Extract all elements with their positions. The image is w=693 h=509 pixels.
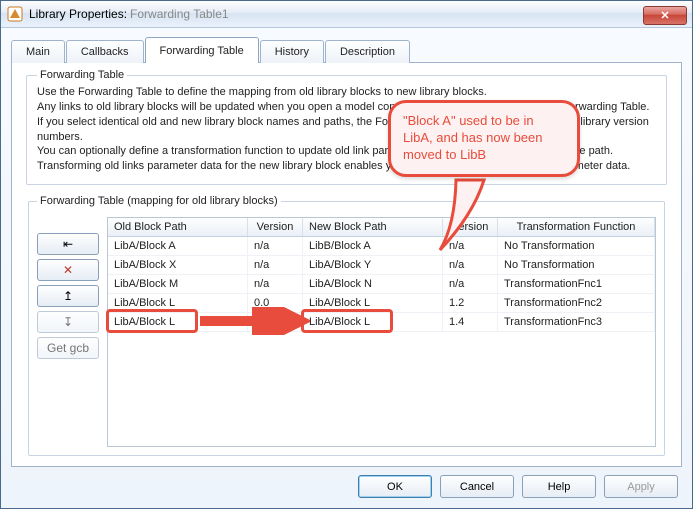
add-row-button[interactable]: ⇤ bbox=[37, 233, 99, 255]
table-cell[interactable]: No Transformation bbox=[498, 237, 655, 255]
move-up-button[interactable]: ↥ bbox=[37, 285, 99, 307]
table-cell[interactable]: n/a bbox=[248, 256, 303, 274]
table-cell[interactable]: n/a bbox=[443, 275, 498, 293]
table-cell[interactable]: LibA/Block L bbox=[303, 313, 443, 331]
table-cell[interactable]: 1.2 bbox=[248, 313, 303, 331]
dialog-window: Library Properties: Forwarding Table1 ✕ … bbox=[0, 0, 693, 509]
table-row[interactable]: LibA/Block Xn/aLibA/Block Yn/aNo Transfo… bbox=[108, 256, 655, 275]
titlebar: Library Properties: Forwarding Table1 ✕ bbox=[1, 1, 692, 28]
delete-row-button[interactable]: ✕ bbox=[37, 259, 99, 281]
table-cell[interactable]: n/a bbox=[248, 275, 303, 293]
table-cell[interactable]: LibA/Block L bbox=[303, 294, 443, 312]
add-icon: ⇤ bbox=[63, 237, 73, 251]
ok-button[interactable]: OK bbox=[358, 475, 432, 498]
forwarding-table-grid[interactable]: Old Block PathVersionNew Block PathVersi… bbox=[107, 217, 656, 447]
close-button[interactable]: ✕ bbox=[643, 6, 687, 25]
table-body: LibA/Block An/aLibB/Block An/aNo Transfo… bbox=[108, 237, 655, 446]
table-cell[interactable]: 1.2 bbox=[443, 294, 498, 312]
table-cell[interactable]: LibA/Block Y bbox=[303, 256, 443, 274]
table-cell[interactable]: TransformationFnc2 bbox=[498, 294, 655, 312]
table-legend: Forwarding Table (mapping for old librar… bbox=[37, 195, 281, 207]
cancel-label: Cancel bbox=[460, 481, 494, 493]
forwarding-table-section: Forwarding Table (mapping for old librar… bbox=[28, 195, 665, 456]
column-header[interactable]: Old Block Path bbox=[108, 218, 248, 236]
table-cell[interactable]: n/a bbox=[443, 237, 498, 255]
column-header[interactable]: Version bbox=[248, 218, 303, 236]
table-cell[interactable]: TransformationFnc1 bbox=[498, 275, 655, 293]
help-label: Help bbox=[548, 481, 571, 493]
table-row[interactable]: LibA/Block L1.2LibA/Block L1.4Transforma… bbox=[108, 313, 655, 332]
ok-label: OK bbox=[387, 481, 403, 493]
table-cell[interactable]: LibA/Block N bbox=[303, 275, 443, 293]
up-icon: ↥ bbox=[63, 289, 73, 303]
tab-callbacks[interactable]: Callbacks bbox=[66, 40, 144, 63]
app-icon bbox=[7, 6, 23, 22]
down-icon: ↧ bbox=[63, 315, 73, 329]
close-icon: ✕ bbox=[660, 9, 669, 22]
window-title: Library Properties: bbox=[29, 7, 127, 21]
column-header[interactable]: New Block Path bbox=[303, 218, 443, 236]
table-button-column: ⇤ ✕ ↥ ↧ Get gcb bbox=[37, 217, 99, 447]
instructions-legend: Forwarding Table bbox=[37, 69, 127, 81]
help-button[interactable]: Help bbox=[522, 475, 596, 498]
apply-label: Apply bbox=[627, 481, 655, 493]
dialog-button-row: OK Cancel Help Apply bbox=[11, 467, 682, 500]
table-cell[interactable]: LibB/Block A bbox=[303, 237, 443, 255]
table-cell[interactable]: LibA/Block A bbox=[108, 237, 248, 255]
get-gcb-label: Get gcb bbox=[47, 341, 89, 355]
table-cell[interactable]: 1.4 bbox=[443, 313, 498, 331]
tab-body: Forwarding Table Use the Forwarding Tabl… bbox=[11, 62, 682, 467]
table-cell[interactable]: n/a bbox=[248, 237, 303, 255]
tab-description[interactable]: Description bbox=[325, 40, 410, 63]
table-cell[interactable]: 0.0 bbox=[248, 294, 303, 312]
table-cell[interactable]: LibA/Block L bbox=[108, 294, 248, 312]
content-area: MainCallbacksForwarding TableHistoryDesc… bbox=[1, 28, 692, 508]
window-subtitle: Forwarding Table1 bbox=[130, 7, 229, 21]
table-cell[interactable]: LibA/Block M bbox=[108, 275, 248, 293]
column-header[interactable]: Version bbox=[443, 218, 498, 236]
column-header[interactable]: Transformation Function bbox=[498, 218, 655, 236]
get-gcb-button[interactable]: Get gcb bbox=[37, 337, 99, 359]
table-cell[interactable]: No Transformation bbox=[498, 256, 655, 274]
tab-strip: MainCallbacksForwarding TableHistoryDesc… bbox=[11, 37, 682, 63]
table-row[interactable]: LibA/Block Mn/aLibA/Block Nn/aTransforma… bbox=[108, 275, 655, 294]
table-row[interactable]: LibA/Block L0.0LibA/Block L1.2Transforma… bbox=[108, 294, 655, 313]
table-header: Old Block PathVersionNew Block PathVersi… bbox=[108, 218, 655, 237]
table-cell[interactable]: LibA/Block X bbox=[108, 256, 248, 274]
table-cell[interactable]: n/a bbox=[443, 256, 498, 274]
cancel-button[interactable]: Cancel bbox=[440, 475, 514, 498]
table-cell[interactable]: LibA/Block L bbox=[108, 313, 248, 331]
apply-button[interactable]: Apply bbox=[604, 475, 678, 498]
tab-main[interactable]: Main bbox=[11, 40, 65, 63]
table-row[interactable]: LibA/Block An/aLibB/Block An/aNo Transfo… bbox=[108, 237, 655, 256]
tab-history[interactable]: History bbox=[260, 40, 324, 63]
annotation-callout: "Block A" used to be in LibA, and has no… bbox=[388, 100, 580, 177]
move-down-button[interactable]: ↧ bbox=[37, 311, 99, 333]
tab-forwarding-table[interactable]: Forwarding Table bbox=[145, 37, 259, 63]
table-cell[interactable]: TransformationFnc3 bbox=[498, 313, 655, 331]
delete-icon: ✕ bbox=[63, 263, 73, 277]
